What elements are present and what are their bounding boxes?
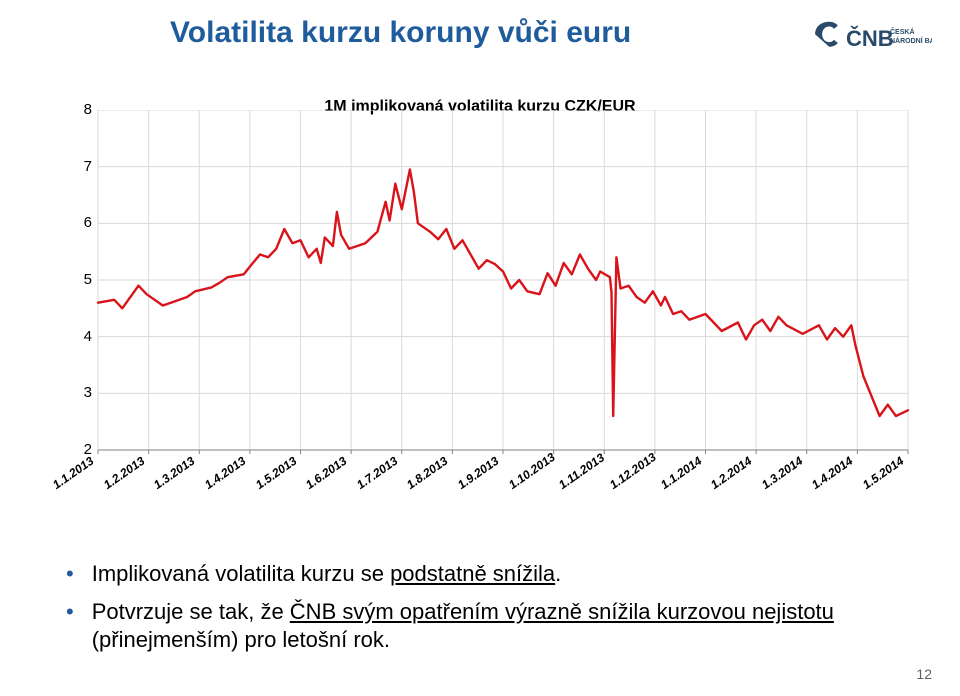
bullet-dot: • <box>66 598 74 626</box>
y-tick-label: 6 <box>72 214 92 231</box>
bullet-dot: • <box>66 560 74 588</box>
y-tick-label: 8 <box>72 101 92 118</box>
bullets: • Implikovaná volatilita kurzu se podstat… <box>66 560 896 664</box>
svg-text:NÁRODNÍ BANKA: NÁRODNÍ BANKA <box>890 36 932 45</box>
y-tick-label: 3 <box>72 384 92 401</box>
svg-text:ČESKÁ: ČESKÁ <box>890 27 915 36</box>
volatility-chart: 2345678 1.1.20131.2.20131.3.20131.4.2013… <box>70 110 920 490</box>
y-tick-label: 7 <box>72 158 92 175</box>
cnb-logo: ˇ ČNB ČESKÁ NÁRODNÍ BANKA <box>812 18 932 58</box>
page-number: 12 <box>916 666 932 682</box>
bullet-text: Potvrzuje se tak, že ČNB svým opatřením … <box>92 598 896 654</box>
bullet-item: • Potvrzuje se tak, že ČNB svým opatřením… <box>66 598 896 654</box>
slide-title: Volatilita kurzu koruny vůči euru <box>170 16 631 50</box>
y-tick-label: 4 <box>72 328 92 345</box>
y-tick-label: 5 <box>72 271 92 288</box>
svg-text:ČNB: ČNB <box>846 26 894 51</box>
bullet-item: • Implikovaná volatilita kurzu se podstat… <box>66 560 896 588</box>
bullet-text: Implikovaná volatilita kurzu se podstatn… <box>92 560 562 588</box>
